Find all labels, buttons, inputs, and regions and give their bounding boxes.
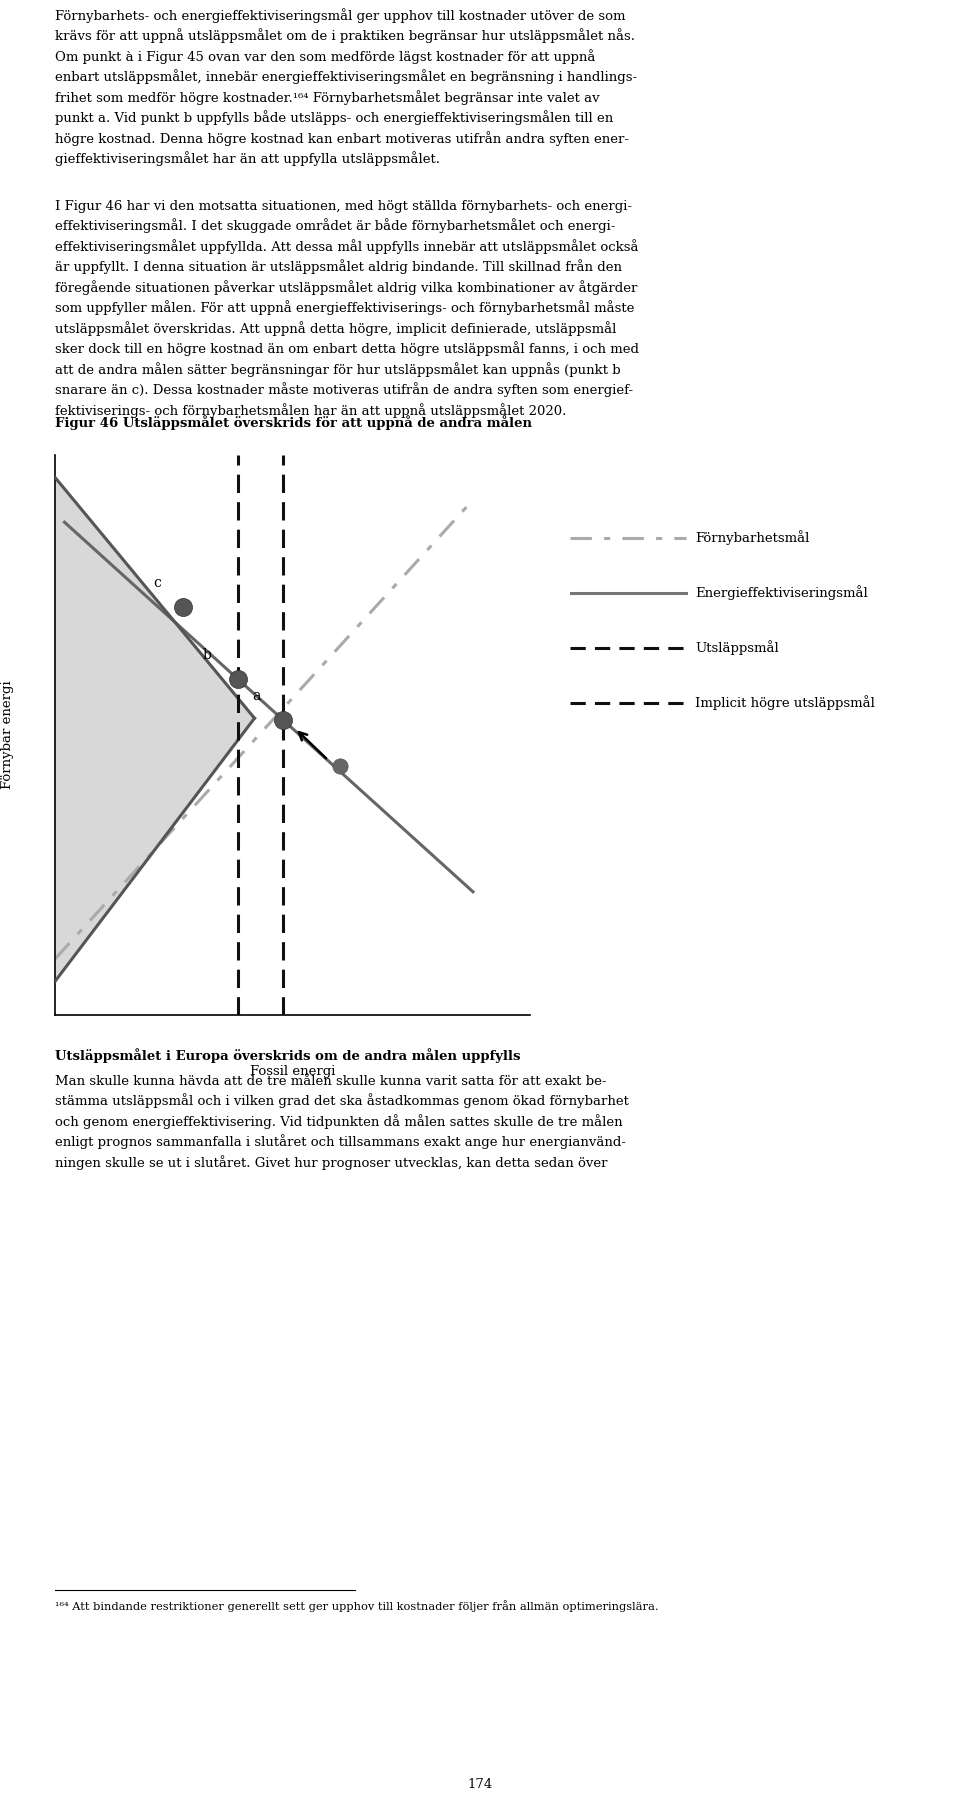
Text: Utsläppsmålet i Europa överskrids om de andra målen uppfylls: Utsläppsmålet i Europa överskrids om de … (55, 1048, 520, 1062)
Text: Figur 46 Utsläppsmålet överskrids för att uppnå de andra målen: Figur 46 Utsläppsmålet överskrids för at… (55, 416, 532, 430)
Text: I Figur 46 har vi den motsatta situationen, med högt ställda förnybarhets- och e: I Figur 46 har vi den motsatta situation… (55, 200, 639, 418)
Text: Förnybar energi: Förnybar energi (1, 681, 14, 790)
Text: 174: 174 (468, 1778, 492, 1791)
Text: a: a (252, 688, 261, 703)
Text: Förnybarhetsmål: Förnybarhetsmål (695, 530, 810, 545)
Text: b: b (203, 648, 211, 663)
Polygon shape (55, 478, 254, 981)
Text: Förnybarhets- och energieffektiviseringsmål ger upphov till kostnader utöver de : Förnybarhets- och energieffektiviserings… (55, 7, 637, 165)
Text: Fossil energi: Fossil energi (250, 1066, 335, 1079)
Text: Energieffektiviseringsmål: Energieffektiviseringsmål (695, 585, 868, 599)
Text: Utsläppsmål: Utsläppsmål (695, 639, 780, 656)
Text: Man skulle kunna hävda att de tre målen skulle kunna varit satta för att exakt b: Man skulle kunna hävda att de tre målen … (55, 1075, 629, 1170)
Text: Implicit högre utsläppsmål: Implicit högre utsläppsmål (695, 696, 876, 710)
Text: ¹⁶⁴ Att bindande restriktioner generellt sett ger upphov till kostnader följer f: ¹⁶⁴ Att bindande restriktioner generellt… (55, 1600, 659, 1613)
Text: c: c (154, 576, 161, 590)
